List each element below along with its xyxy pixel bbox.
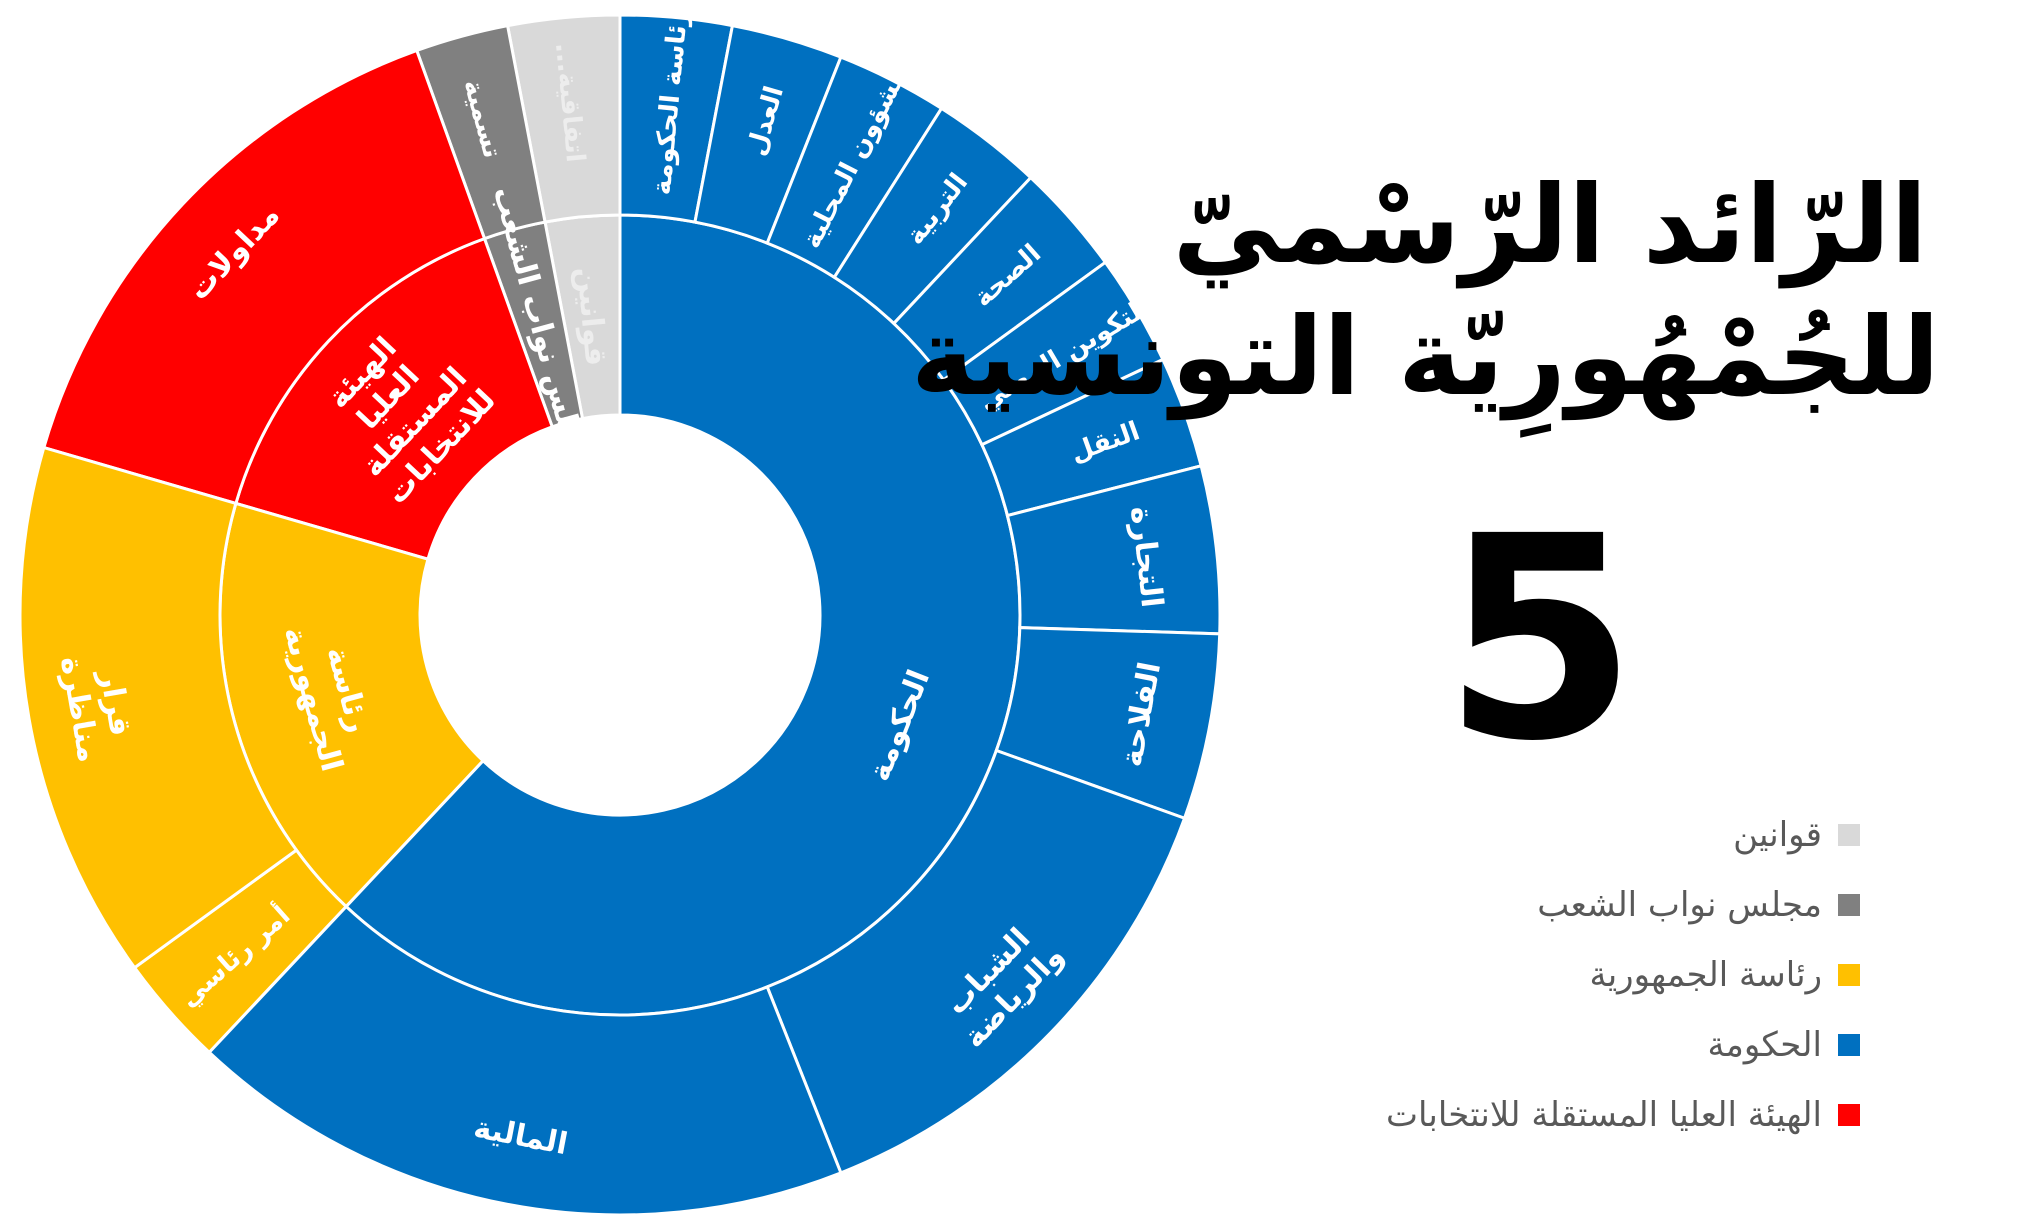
title-line-2: للجُمْهُورِيّة التونسية	[910, 295, 1940, 420]
legend-item-laws: قوانين	[1386, 800, 1860, 870]
legend-label: مجلس نواب الشعب	[1537, 885, 1822, 925]
legend-item-isie: الهيئة العليا المستقلة للانتخابات	[1386, 1080, 1860, 1150]
legend-item-government: الحكومة	[1386, 1010, 1860, 1080]
outer-ring	[18, 13, 1222, 1215]
issue-number: 5	[1442, 477, 1638, 803]
legend-item-parliament: مجلس نواب الشعب	[1386, 870, 1860, 940]
inner-ring	[218, 213, 1022, 1017]
legend-label: رئاسة الجمهورية	[1589, 955, 1822, 995]
legend-label: الهيئة العليا المستقلة للانتخابات	[1386, 1095, 1822, 1135]
outer-segment-3-1	[18, 445, 299, 970]
title-line-1: الرّائد الرّسْميّ	[1172, 163, 1928, 288]
legend-item-presidency: رئاسة الجمهورية	[1386, 940, 1860, 1010]
legend-swatch	[1838, 964, 1860, 986]
legend-swatch	[1838, 1104, 1860, 1126]
legend-label: الحكومة	[1707, 1025, 1822, 1065]
outer-segment-1-0	[414, 23, 547, 241]
legend-swatch	[1838, 1034, 1860, 1056]
outer-segment-2-0	[41, 48, 487, 506]
legend-label: قوانين	[1733, 815, 1822, 855]
inner-label-2: الهيئةالعلياالمستقلةللانتخابات	[301, 309, 503, 511]
legend-swatch	[1838, 894, 1860, 916]
gazette-title: الرّائد الرّسْميّ للجُمْهُورِيّة التونسي…	[910, 160, 1940, 424]
chart-legend: قوانين مجلس نواب الشعب رئاسة الجمهورية ا…	[1386, 800, 1860, 1150]
legend-swatch	[1838, 824, 1860, 846]
